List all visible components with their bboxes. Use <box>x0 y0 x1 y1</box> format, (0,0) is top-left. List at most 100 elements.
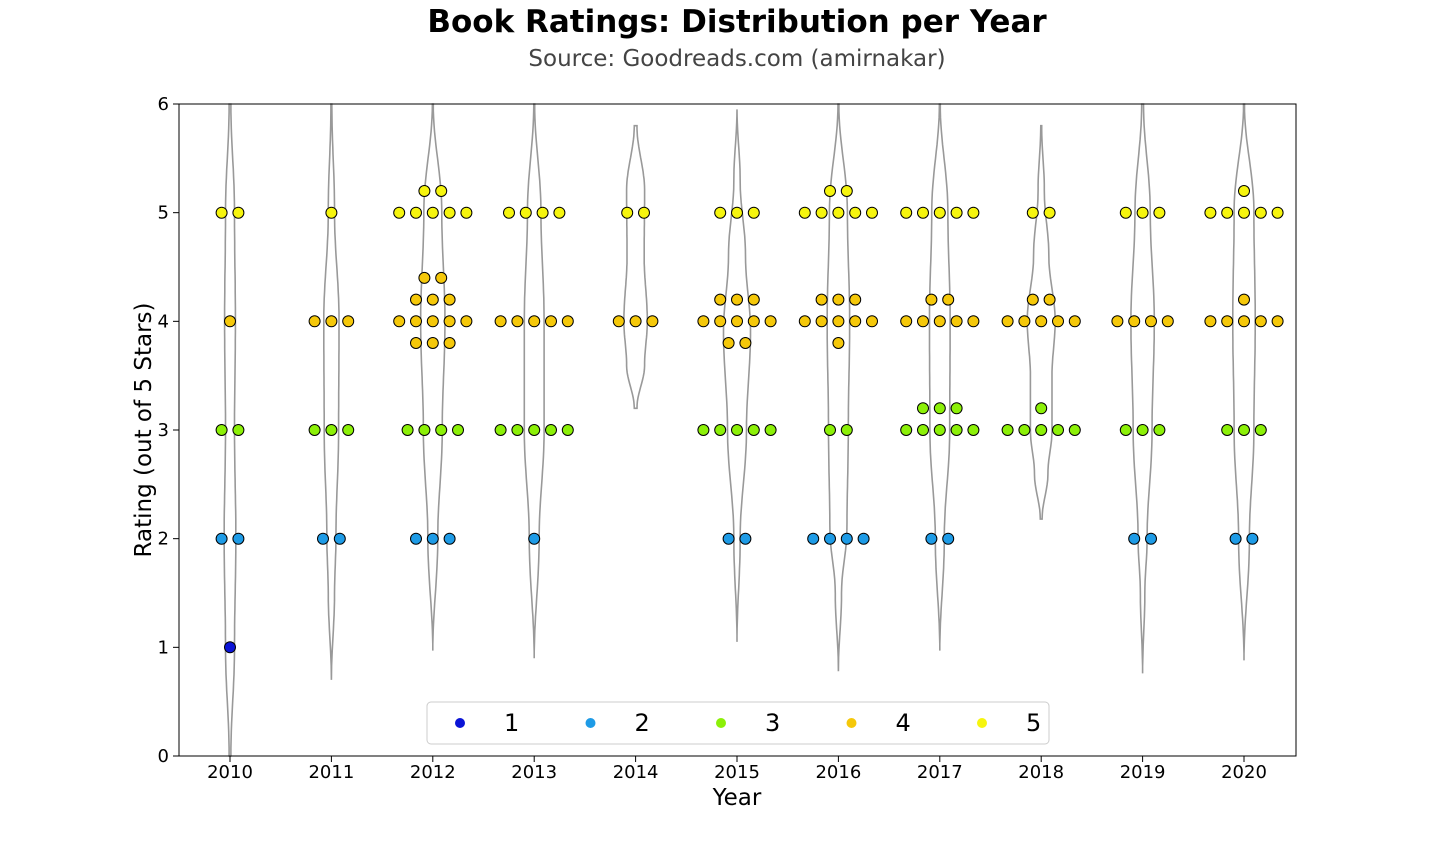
violin-2017 <box>928 103 951 651</box>
rating-point-2018-4 <box>1052 315 1064 328</box>
y-tick-label: 6 <box>158 94 169 115</box>
rating-point-2016-3 <box>840 424 853 436</box>
rating-point-2011-5 <box>325 206 338 219</box>
y-tick-label: 5 <box>158 203 169 224</box>
rating-point-2020-3 <box>1238 424 1250 436</box>
rating-point-2010-5 <box>215 206 228 219</box>
rating-point-2014-4 <box>629 315 642 328</box>
rating-point-2016-4 <box>798 315 811 328</box>
violin-2014 <box>623 124 649 410</box>
violin-2019 <box>1130 103 1156 674</box>
legend-marker-1 <box>455 718 465 728</box>
rating-point-2011-3 <box>342 424 355 436</box>
rating-point-2015-4 <box>697 315 710 328</box>
rating-point-2010-4 <box>224 315 236 328</box>
rating-point-2017-4 <box>933 315 946 328</box>
rating-point-2012-4 <box>435 271 448 284</box>
rating-point-2019-2 <box>1128 532 1141 545</box>
rating-point-2012-5 <box>460 206 473 219</box>
rating-point-2013-5 <box>519 206 532 219</box>
rating-point-2017-4 <box>942 293 955 306</box>
rating-point-2015-4 <box>731 315 743 328</box>
rating-point-2012-2 <box>426 532 439 545</box>
rating-point-2012-4 <box>418 271 431 284</box>
rating-point-2014-4 <box>612 315 625 328</box>
rating-point-2020-5 <box>1204 206 1217 219</box>
rating-point-2016-4 <box>832 337 845 349</box>
legend-label-5: 5 <box>1026 709 1041 737</box>
rating-point-2016-3 <box>824 424 836 436</box>
violin-2011 <box>323 103 340 680</box>
rating-point-2011-3 <box>325 424 338 436</box>
rating-point-2012-4 <box>460 315 473 328</box>
violin-2018 <box>1026 124 1056 520</box>
rating-point-2017-5 <box>917 206 929 219</box>
rating-point-2012-4 <box>426 337 439 349</box>
rating-point-2012-4 <box>410 315 422 328</box>
rating-point-2016-5 <box>849 206 862 219</box>
rating-point-2013-5 <box>503 206 515 219</box>
rating-point-2020-4 <box>1238 315 1250 328</box>
x-axis-label: Year <box>712 785 762 811</box>
rating-point-2012-3 <box>452 424 464 436</box>
rating-point-2016-4 <box>832 315 845 328</box>
legend-label-1: 1 <box>504 709 519 737</box>
rating-point-2020-2 <box>1246 532 1259 545</box>
rating-point-2018-5 <box>1026 206 1039 219</box>
rating-point-2015-3 <box>747 424 760 436</box>
rating-point-2012-4 <box>393 315 406 328</box>
rating-point-2013-5 <box>536 206 549 219</box>
rating-point-2013-3 <box>561 424 574 436</box>
violin-2013 <box>523 103 545 659</box>
x-tick-label: 2011 <box>308 762 354 783</box>
rating-point-2017-4 <box>950 315 963 328</box>
rating-point-2018-3 <box>1035 424 1048 436</box>
rating-point-2012-4 <box>410 337 422 349</box>
rating-point-2014-5 <box>638 206 650 219</box>
rating-point-2013-3 <box>511 424 524 436</box>
rating-point-2015-4 <box>764 315 777 328</box>
y-tick-label: 2 <box>158 529 169 550</box>
rating-point-2017-5 <box>967 206 980 219</box>
rating-point-2016-2 <box>807 532 820 545</box>
rating-point-2018-5 <box>1043 206 1056 219</box>
legend-marker-3 <box>716 718 726 728</box>
rating-point-2013-4 <box>511 315 524 328</box>
rating-point-2018-4 <box>1001 315 1014 328</box>
rating-point-2016-5 <box>798 206 811 219</box>
rating-point-2017-3 <box>967 424 980 436</box>
legend-frame <box>426 701 1050 745</box>
rating-point-2011-2 <box>317 532 329 545</box>
rating-point-2011-4 <box>325 315 338 328</box>
rating-point-2020-5 <box>1221 206 1234 219</box>
rating-point-2011-4 <box>342 315 355 328</box>
rating-point-2015-4 <box>747 315 760 328</box>
y-tick-label: 0 <box>158 746 169 767</box>
rating-point-2018-4 <box>1043 293 1056 306</box>
x-tick-label: 2020 <box>1221 762 1267 783</box>
rating-point-2019-4 <box>1145 315 1157 328</box>
rating-point-2016-4 <box>815 315 828 328</box>
rating-point-2016-2 <box>857 532 870 545</box>
rating-point-2018-3 <box>1052 424 1064 436</box>
rating-point-2020-4 <box>1221 315 1234 328</box>
rating-point-2012-4 <box>443 293 456 306</box>
rating-point-2010-3 <box>232 424 245 436</box>
rating-point-2011-2 <box>333 532 346 545</box>
rating-point-2015-3 <box>714 424 727 436</box>
rating-point-2012-5 <box>426 206 439 219</box>
y-axis-label: Rating (out of 5 Stars) <box>131 303 157 558</box>
rating-point-2013-3 <box>494 424 507 436</box>
rating-point-2018-4 <box>1035 315 1048 328</box>
rating-point-2012-5 <box>435 185 448 197</box>
legend-marker-2 <box>585 718 596 728</box>
rating-point-2012-4 <box>410 293 422 306</box>
rating-point-2017-3 <box>950 424 963 436</box>
x-tick-label: 2018 <box>1018 762 1064 783</box>
rating-point-2019-3 <box>1119 424 1132 436</box>
rating-point-2012-5 <box>443 206 456 219</box>
rating-point-2020-4 <box>1204 315 1217 328</box>
chart-subtitle: Source: Goodreads.com (amirnakar) <box>528 46 945 72</box>
rating-point-2017-3 <box>917 402 929 415</box>
